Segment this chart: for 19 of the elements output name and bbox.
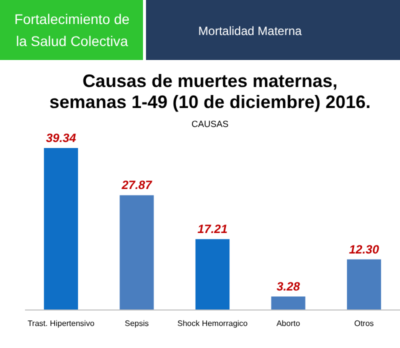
data-label: 39.34 [46, 131, 76, 145]
x-tick-label: Aborto [276, 319, 301, 328]
bar [346, 259, 382, 310]
x-tick-label: Shock Hemorragico [177, 319, 248, 328]
data-label: 12.30 [349, 242, 380, 256]
bar [195, 239, 230, 310]
chart-title: Causas de muertes maternas, semanas 1-49 (10 de diciembre) 2016. [49, 71, 371, 112]
x-tick-label: Otros [354, 319, 374, 328]
bar [120, 195, 154, 310]
x-tick-label: Sepsis [124, 319, 149, 328]
data-label: 3.28 [276, 279, 300, 294]
chart-subtitle: CAUSAS [191, 119, 229, 129]
text: Fortalecimiento de la Salud Colectiva [14, 11, 130, 49]
bar [271, 296, 306, 310]
data-label: 17.21 [197, 222, 228, 236]
text: Mortalidad Materna [198, 24, 302, 38]
data-label: 27.87 [120, 178, 154, 192]
x-tick-label: Trast. Hipertensivo [28, 319, 95, 328]
bar [44, 148, 78, 310]
